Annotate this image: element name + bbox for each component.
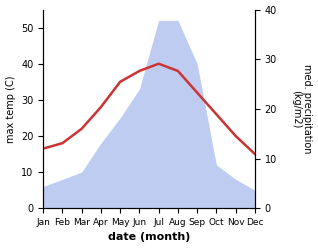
Y-axis label: max temp (C): max temp (C) [5, 75, 16, 143]
X-axis label: date (month): date (month) [108, 232, 190, 243]
Y-axis label: med. precipitation
(kg/m2): med. precipitation (kg/m2) [291, 64, 313, 154]
